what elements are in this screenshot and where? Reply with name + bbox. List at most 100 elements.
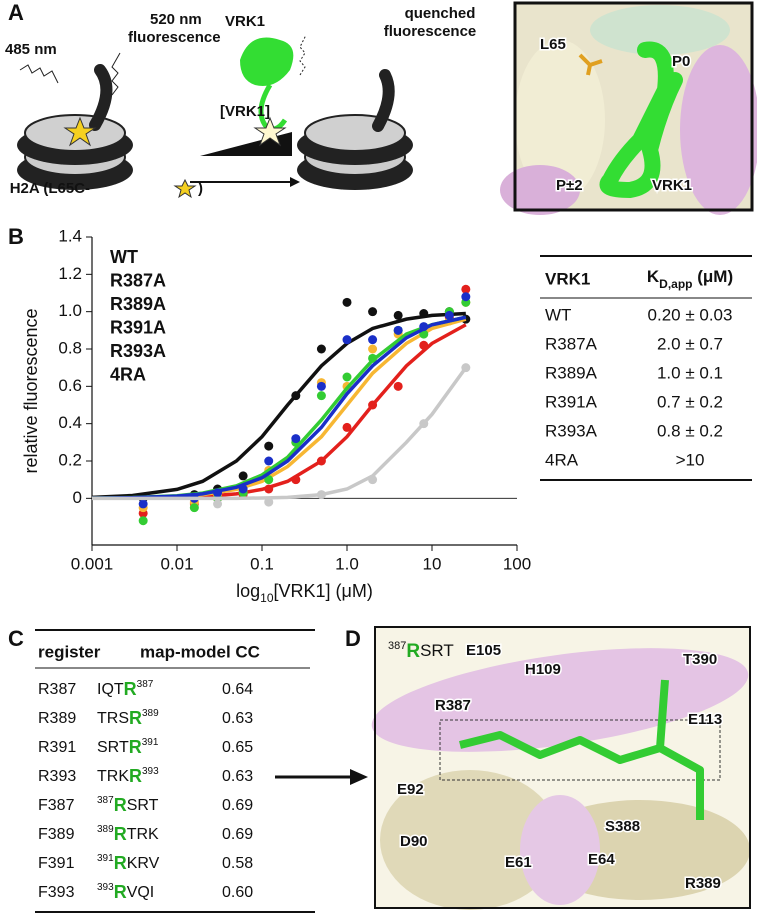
- sequence-part: 391: [142, 737, 159, 748]
- data-point: [342, 335, 352, 345]
- sequence-part: TRS: [97, 710, 129, 727]
- helix: [500, 165, 580, 215]
- residue-label: D90: [400, 833, 428, 850]
- y-tick-label: 1.2: [58, 264, 82, 283]
- data-point: [342, 422, 352, 432]
- schematic: [17, 34, 413, 199]
- table-cell: R387: [38, 681, 76, 698]
- data-point: [368, 475, 378, 485]
- sequence-part: SRT: [420, 641, 454, 660]
- data-point: [419, 419, 429, 429]
- legend-entry: R391A: [110, 317, 166, 337]
- table-cell: WT: [545, 305, 571, 324]
- sequence-part: R: [129, 708, 142, 728]
- sequence: 389RTRK: [97, 824, 159, 844]
- table-cell: 0.69: [222, 797, 253, 814]
- x-title-part: 10: [260, 591, 274, 605]
- structure-title: 387RSRT: [388, 640, 454, 662]
- data-point: [419, 309, 429, 319]
- table-cell: 0.8 ± 0.2: [657, 421, 723, 440]
- table-cell: R389A: [545, 363, 598, 382]
- dna-tail: [372, 69, 395, 132]
- data-point: [238, 471, 248, 481]
- table-header: KD,app (μM): [647, 267, 733, 291]
- table-cell: 1.0 ± 0.1: [657, 363, 723, 382]
- data-point: [393, 381, 403, 391]
- helix: [371, 648, 749, 752]
- excitation-label: 485 nm: [5, 41, 57, 58]
- x-title-part: log: [236, 581, 260, 601]
- residue-label: E105: [466, 642, 501, 659]
- table-cell: F389: [38, 826, 75, 843]
- emission-label: 520 nm: [150, 11, 202, 28]
- vrk1-label: VRK1: [225, 13, 265, 30]
- legend-entry: R387A: [110, 270, 166, 290]
- sequence: IQTR387: [97, 679, 154, 699]
- emission-label: fluorescence: [128, 29, 221, 46]
- data-point: [368, 400, 378, 410]
- x-tick-label: 1.0: [335, 554, 359, 573]
- legend-entry: WT: [110, 247, 138, 267]
- data-point: [368, 307, 378, 317]
- table-cell: R387A: [545, 334, 598, 353]
- data-point: [342, 372, 352, 382]
- sequence: TRSR389: [97, 708, 159, 728]
- table-header: register: [38, 642, 101, 661]
- structure-label: L65: [540, 36, 566, 53]
- residue-label: E113: [688, 711, 722, 728]
- panel-label: B: [8, 224, 24, 249]
- sequence: 393RVQI: [97, 882, 154, 902]
- data-point: [213, 488, 223, 498]
- sequence: TRKR393: [97, 766, 159, 786]
- legend-entry: 4RA: [110, 364, 146, 384]
- residue-label: E61: [505, 854, 532, 871]
- data-point: [368, 344, 378, 354]
- sequence-part: R: [129, 737, 142, 757]
- table-cell: F393: [38, 884, 75, 901]
- sequence-part: KRV: [127, 855, 160, 872]
- data-point: [264, 441, 274, 451]
- data-point: [264, 484, 274, 494]
- table-cell: 0.60: [222, 884, 253, 901]
- fit-curve: [92, 366, 468, 501]
- data-point: [419, 322, 429, 332]
- data-point: [393, 310, 403, 320]
- sequence-part: SRT: [127, 797, 159, 814]
- structure-label: P±2: [556, 177, 583, 194]
- table-cell: R389: [38, 710, 76, 727]
- structure-frame: [374, 626, 751, 909]
- table-cell: R391A: [545, 392, 598, 411]
- x-tick-label: 10: [423, 554, 442, 573]
- sequence-part: 393: [142, 766, 159, 777]
- panel-label: A: [8, 0, 24, 25]
- sequence-part: R: [114, 882, 127, 902]
- data-point: [368, 353, 378, 363]
- residue-label: E92: [397, 781, 424, 798]
- quenched-arrow: [299, 34, 307, 76]
- structure-label: P0: [672, 53, 690, 70]
- helix: [680, 45, 757, 215]
- quenched-label: quenched: [405, 5, 476, 22]
- construct-label: ): [198, 180, 203, 197]
- y-tick-label: 0.2: [58, 450, 82, 469]
- x-tick-label: 0.01: [160, 554, 193, 573]
- y-tick-label: 0.6: [58, 376, 82, 395]
- nucleosome: [304, 114, 406, 152]
- data-point: [138, 499, 148, 509]
- data-point: [342, 297, 352, 307]
- y-tick-label: 0.8: [58, 338, 82, 357]
- star-icon: [173, 178, 197, 199]
- panel-label: D: [345, 626, 361, 651]
- header-part: (μM): [693, 267, 734, 286]
- table-cell: 0.7 ± 0.2: [657, 392, 723, 411]
- table-cell: R391: [38, 739, 76, 756]
- table-cell: 0.63: [222, 710, 253, 727]
- data-point: [316, 381, 326, 391]
- helix: [380, 770, 560, 910]
- table-cell: F387: [38, 797, 75, 814]
- sequence-part: 387: [137, 679, 154, 690]
- data-point: [461, 284, 471, 294]
- table-cell: 0.63: [222, 768, 253, 785]
- quenched-label: fluorescence: [384, 23, 477, 40]
